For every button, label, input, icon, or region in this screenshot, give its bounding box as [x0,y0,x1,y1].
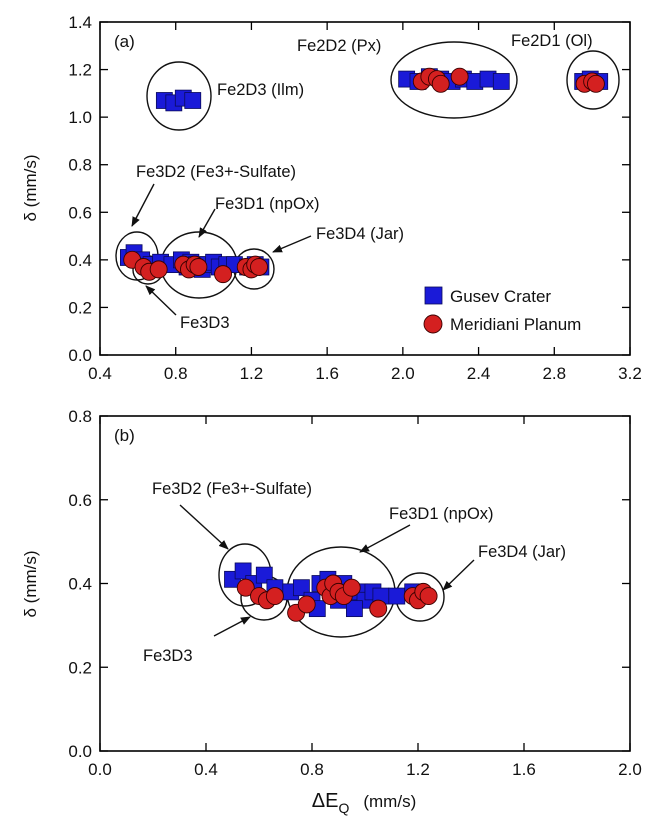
panel-b: 0.0 0.4 0.8 1.2 1.6 2.0 0.0 0.2 0.4 0.6 0.8 (b) Fe… [68,407,641,779]
panel-b-meridiani-point [342,578,361,597]
panel-a-y-tick-label: 0.0 [68,346,92,365]
panel-a-y-tick-label: 1.0 [68,108,92,127]
panel-b-ticks: 0.0 0.4 0.8 1.2 1.6 2.0 0.0 0.2 0.4 0.6 0.8 [68,407,641,779]
legend-label-gusev: Gusev Crater [450,287,551,306]
ring-fe2d2 [390,41,518,119]
legend-circle-marker [423,314,443,334]
legend-square-marker [424,286,443,305]
ring-fe2d3 [146,61,212,131]
panel-b-y-tick-label: 0.6 [68,491,92,510]
panel-a-x-tick-label: 2.4 [467,364,491,383]
arrow-fe3d2-a [131,183,155,227]
panel-a-x-tick-label: 2.8 [542,364,566,383]
label-fe2d2: Fe2D2 (Px) [297,37,381,55]
panel-a-x-tick-label: 2.0 [391,364,415,383]
ring-fe2d1 [566,50,620,110]
panel-a-meridiani-point [214,265,232,284]
label-fe2d1: Fe2D1 (Ol) [511,32,593,50]
panel-a-meridiani-point [250,258,268,276]
panel-b-meridiani-point [297,595,316,614]
panel-a-frame [99,21,631,356]
panel-a-x-tick-label: 0.4 [88,364,112,383]
label-fe3d3-b: Fe3D3 [143,647,193,665]
panel-a-y-tick-label: 1.4 [68,13,92,32]
panel-a-ylabel: δ (mm/s) [21,154,40,221]
arrow-fe3d4-b [442,559,475,591]
x-axis-title: ΔEQ (mm/s) [312,790,416,816]
label-fe2d3: Fe2D3 (Ilm) [217,81,304,99]
arrow-fe3d1-a [198,208,216,238]
panel-b-x-tick-label: 1.2 [406,760,430,779]
label-fe3d1-b: Fe3D1 (npOx) [389,505,494,523]
panel-b-points [224,562,438,622]
arrow-fe3d4-a [272,235,312,253]
panel-b-x-tick-label: 2.0 [618,760,642,779]
panel-b-x-tick-label: 0.8 [300,760,324,779]
panel-a-meridiani-point [431,74,450,93]
panel-b-meridiani-point [236,578,255,597]
panel-b-arrows [179,504,475,637]
panel-a-meridiani-point [586,74,605,93]
panel-a-x-tick-label: 0.8 [164,364,188,383]
panel-a-x-tick-label: 1.2 [240,364,264,383]
panel-b-y-tick-label: 0.2 [68,658,92,677]
label-fe3d1-a: Fe3D1 (npOx) [215,195,320,213]
panel-b-label: (b) [114,426,135,445]
arrow-fe3d3-a [145,285,177,316]
panel-a-y-tick-label: 0.4 [68,251,92,270]
panel-b-y-tick-label: 0.4 [68,575,92,594]
panel-b-x-tick-label: 1.6 [512,760,536,779]
panel-a-y-tick-label: 1.2 [68,61,92,80]
panel-b-gusev-point [255,566,273,584]
panel-a-y-tick-label: 0.2 [68,298,92,317]
label-fe3d2-a: Fe3D2 (Fe3+-Sulfate) [136,163,296,181]
panel-a-label: (a) [114,32,135,51]
panel-a-gusev-point [184,92,202,109]
legend: Gusev Crater Meridiani Planum [423,286,581,334]
arrow-fe3d1-b [359,524,411,553]
label-fe3d4-b: Fe3D4 (Jar) [478,543,566,561]
panel-b-gusev-point [345,600,363,618]
panel-a-y-tick-label: 0.6 [68,203,92,222]
panel-a: 0.4 0.8 1.2 1.6 2.0 2.4 2.8 3.2 0.0 0.2 0.4 0.6 0.8 1… [68,13,641,383]
panel-b-y-tick-label: 0.0 [68,742,92,761]
panel-a-x-tick-label: 3.2 [618,364,642,383]
panel-b-meridiani-point [419,587,438,606]
panel-a-arrows [131,183,312,316]
label-fe3d3-a: Fe3D3 [180,314,230,332]
arrow-fe3d3-b [213,616,251,637]
arrow-fe3d2-b [179,504,229,550]
panel-b-meridiani-point [369,599,388,618]
panel-a-meridiani-point [450,67,469,86]
label-fe3d4-a: Fe3D4 (Jar) [316,225,404,243]
panel-b-gusev-point [388,587,406,605]
panel-b-x-tick-label: 0.4 [194,760,218,779]
label-fe3d2-b: Fe3D2 (Fe3+-Sulfate) [152,480,312,498]
legend-label-meridiani: Meridiani Planum [450,315,581,334]
panel-b-ylabel: δ (mm/s) [21,550,40,617]
panel-a-x-tick-label: 1.6 [315,364,339,383]
panel-b-meridiani-point [265,587,284,606]
panel-b-y-tick-label: 0.8 [68,407,92,426]
panel-a-y-tick-label: 0.8 [68,156,92,175]
panel-b-gusev-point [234,562,252,580]
panel-a-gusev-point [492,73,510,90]
panel-b-x-tick-label: 0.0 [88,760,112,779]
panel-a-meridiani-point [149,260,168,279]
panel-a-meridiani-point [189,258,208,276]
panel-a-points [119,67,609,284]
panel-a-ticks: 0.4 0.8 1.2 1.6 2.0 2.4 2.8 3.2 0.0 0.2 0.4 0.6 0.8 1… [68,13,641,383]
panel-b-gusev-point [292,579,310,597]
